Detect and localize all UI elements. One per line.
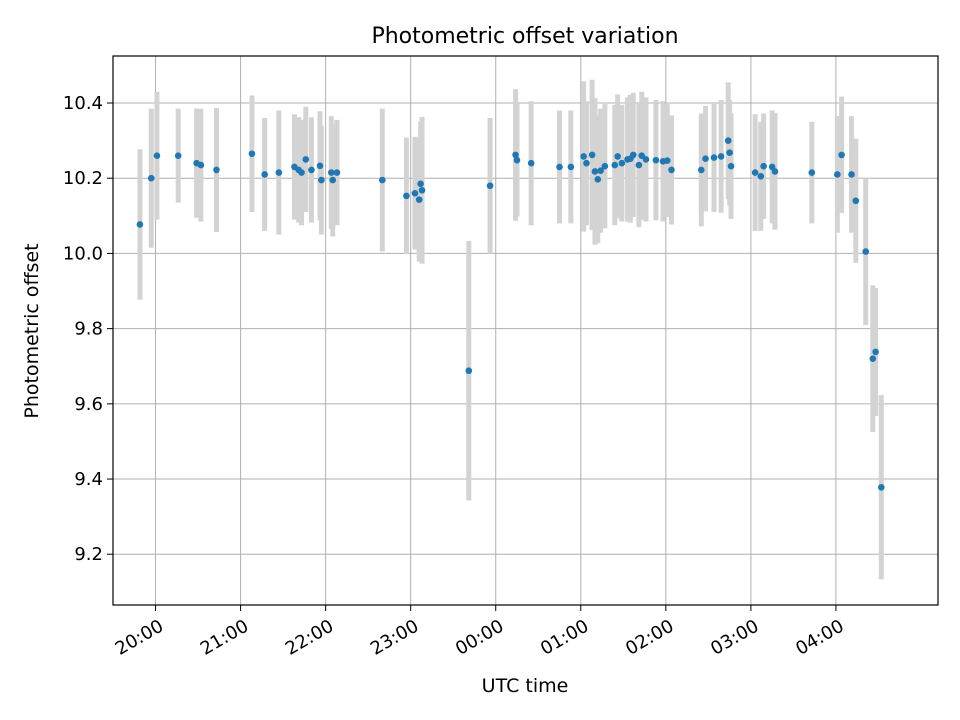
data-point bbox=[318, 176, 325, 184]
data-point bbox=[418, 186, 426, 194]
data-point bbox=[702, 155, 709, 162]
data-point bbox=[601, 162, 609, 170]
data-point bbox=[629, 151, 637, 159]
data-point bbox=[298, 169, 305, 176]
data-point bbox=[583, 159, 590, 167]
data-point bbox=[663, 157, 671, 164]
data-point bbox=[877, 484, 885, 491]
data-point bbox=[697, 166, 705, 174]
data-point bbox=[411, 189, 419, 197]
data-point bbox=[556, 163, 563, 171]
y-tick-label: 9.8 bbox=[74, 319, 103, 340]
data-point bbox=[465, 367, 473, 375]
data-point bbox=[403, 192, 410, 200]
data-point bbox=[248, 150, 256, 158]
data-point bbox=[862, 248, 870, 255]
data-point bbox=[329, 176, 337, 184]
data-point bbox=[668, 166, 675, 174]
data-point bbox=[852, 197, 860, 205]
y-tick-label: 9.4 bbox=[74, 469, 103, 490]
data-point bbox=[848, 171, 855, 178]
y-tick-label: 9.6 bbox=[74, 394, 103, 415]
data-point bbox=[597, 167, 604, 174]
data-point bbox=[308, 166, 315, 174]
data-point bbox=[726, 149, 733, 156]
y-axis: 9.2 9.4 9.6 9.8 10.0 10.2 10.4 bbox=[63, 93, 113, 565]
plot-frame bbox=[112, 55, 939, 606]
x-axis-label: UTC time bbox=[482, 675, 569, 697]
data-point bbox=[838, 151, 845, 159]
y-tick-label: 10.2 bbox=[63, 168, 103, 189]
data-point bbox=[652, 156, 660, 164]
data-point bbox=[591, 168, 599, 175]
data-point bbox=[771, 168, 779, 175]
data-point bbox=[213, 166, 220, 174]
chart-title: Photometric offset variation bbox=[371, 24, 678, 49]
data-point bbox=[316, 162, 324, 170]
data-point bbox=[635, 161, 643, 169]
data-point bbox=[379, 176, 386, 184]
data-point bbox=[512, 151, 519, 159]
data-point bbox=[580, 153, 587, 160]
data-point bbox=[717, 153, 725, 160]
data-point bbox=[618, 159, 626, 167]
data-point bbox=[527, 159, 535, 167]
data-point bbox=[197, 161, 205, 169]
data-point bbox=[513, 156, 521, 164]
data-point bbox=[727, 162, 735, 170]
y-tick-label: 10.4 bbox=[63, 93, 103, 114]
data-point bbox=[710, 154, 718, 161]
data-point bbox=[147, 174, 155, 182]
data-point bbox=[594, 176, 602, 183]
data-point bbox=[327, 169, 335, 176]
data-point bbox=[757, 173, 765, 180]
y-tick-label: 9.2 bbox=[74, 544, 103, 565]
data-point bbox=[415, 196, 423, 203]
data-point bbox=[136, 221, 144, 228]
data-point bbox=[417, 180, 424, 188]
data-point bbox=[261, 171, 268, 178]
data-point bbox=[614, 153, 621, 160]
data-point bbox=[808, 169, 816, 176]
data-point bbox=[174, 152, 182, 159]
data-point bbox=[333, 169, 341, 176]
data-point bbox=[588, 151, 596, 159]
data-point bbox=[638, 152, 646, 159]
data-point bbox=[869, 355, 877, 363]
data-point bbox=[872, 348, 879, 356]
data-points bbox=[136, 137, 885, 491]
data-point bbox=[302, 156, 310, 163]
data-point bbox=[275, 169, 283, 176]
data-point bbox=[567, 163, 575, 171]
data-point bbox=[751, 169, 759, 176]
grid bbox=[113, 56, 938, 605]
data-point bbox=[153, 152, 161, 159]
data-point bbox=[760, 162, 767, 170]
data-point bbox=[642, 156, 650, 163]
data-point bbox=[724, 137, 732, 144]
y-axis-label: Photometric offset bbox=[21, 243, 43, 418]
data-point bbox=[611, 161, 619, 169]
data-point bbox=[486, 182, 494, 190]
data-point bbox=[834, 171, 841, 178]
y-tick-label: 10.0 bbox=[63, 243, 103, 264]
